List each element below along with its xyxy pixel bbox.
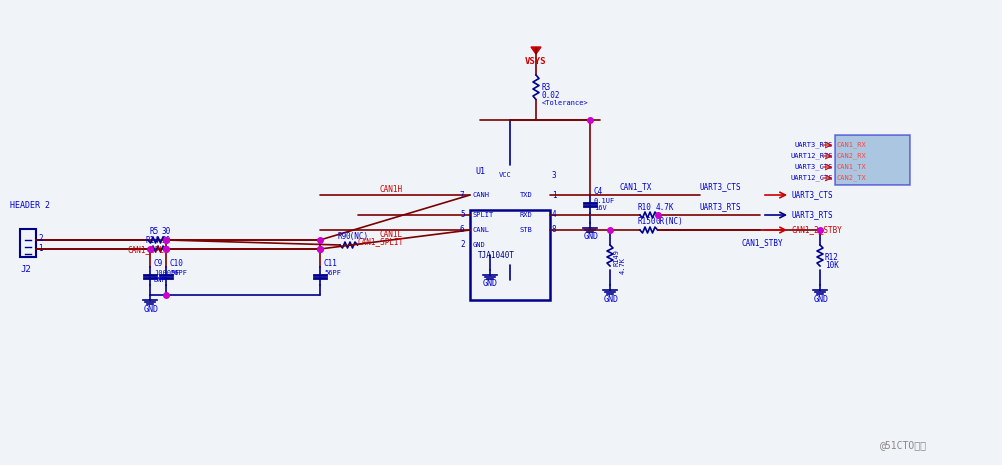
Text: R150: R150 <box>638 218 656 226</box>
Text: 1: 1 <box>38 245 43 253</box>
Bar <box>835 135 910 185</box>
Text: UART3_RTS: UART3_RTS <box>792 211 834 219</box>
Text: UART12_CTS: UART12_CTS <box>791 175 833 181</box>
Text: C4: C4 <box>594 186 603 195</box>
Text: CAN1_SPLIT: CAN1_SPLIT <box>358 238 404 246</box>
Text: R5: R5 <box>150 227 159 237</box>
Text: CAN1L: CAN1L <box>380 231 403 239</box>
Text: C11: C11 <box>324 259 338 267</box>
Text: <Tolerance>: <Tolerance> <box>542 100 589 106</box>
Text: VCC: VCC <box>499 172 511 178</box>
Text: 10K: 10K <box>825 261 839 271</box>
Text: U1: U1 <box>475 167 485 177</box>
Text: UART3_CTS: UART3_CTS <box>700 182 741 192</box>
Text: 2: 2 <box>460 240 465 250</box>
Text: @51CTO博客: @51CTO博客 <box>880 440 927 450</box>
Text: 56PF: 56PF <box>170 270 187 276</box>
Text: UART3_CTS: UART3_CTS <box>792 191 834 199</box>
Text: 5: 5 <box>460 211 465 219</box>
Text: DNP: DNP <box>154 277 166 283</box>
Text: 56PF: 56PF <box>324 270 341 276</box>
Text: UART12_RTS: UART12_RTS <box>791 153 833 159</box>
Text: 30: 30 <box>162 227 171 237</box>
Bar <box>20 229 36 257</box>
Text: 8: 8 <box>552 226 557 234</box>
Text: CAN1_SPLT: CAN1_SPLT <box>128 246 169 254</box>
Text: 0R(NC): 0R(NC) <box>656 218 683 226</box>
Text: 0(NC): 0(NC) <box>346 232 369 241</box>
Text: GND: GND <box>144 305 159 313</box>
Text: TJA1040T: TJA1040T <box>478 251 515 259</box>
Text: CAN1_STBY: CAN1_STBY <box>742 239 784 247</box>
Text: CAN1_2_STBY: CAN1_2_STBY <box>792 226 843 234</box>
Text: 2: 2 <box>38 234 43 244</box>
Text: 4.7K: 4.7K <box>656 202 674 212</box>
Text: VSYS: VSYS <box>525 57 547 66</box>
Text: 4: 4 <box>552 211 557 219</box>
Bar <box>470 210 550 300</box>
Text: CAN2_RX: CAN2_RX <box>837 153 867 159</box>
Text: STB: STB <box>520 227 533 233</box>
Text: 0.1UF: 0.1UF <box>594 198 615 204</box>
Text: GND: GND <box>483 279 498 288</box>
Text: 1: 1 <box>552 191 557 199</box>
Text: J2: J2 <box>20 266 31 274</box>
Text: RXD: RXD <box>520 212 533 218</box>
Text: CANL: CANL <box>473 227 490 233</box>
Text: R14: R14 <box>146 237 160 246</box>
Text: R9: R9 <box>338 232 348 241</box>
Text: TXD: TXD <box>520 192 533 198</box>
Text: 0.02: 0.02 <box>542 91 560 100</box>
Text: R12: R12 <box>825 253 839 263</box>
Polygon shape <box>531 47 541 54</box>
Text: 1000PF: 1000PF <box>154 270 179 276</box>
Text: 6: 6 <box>460 226 465 234</box>
Text: 16V: 16V <box>594 205 607 211</box>
Text: UART3_RTS: UART3_RTS <box>795 142 833 148</box>
Text: 7: 7 <box>460 191 465 199</box>
Text: GND: GND <box>584 232 599 241</box>
Text: UART3_CTS: UART3_CTS <box>795 164 833 170</box>
Text: UART3_RTS: UART3_RTS <box>700 202 741 212</box>
Text: R149: R149 <box>614 250 620 266</box>
Text: C10: C10 <box>170 259 184 267</box>
Text: GND: GND <box>473 242 486 248</box>
Text: 30: 30 <box>162 237 171 246</box>
Text: GND: GND <box>604 295 619 305</box>
Text: CAN1_RX: CAN1_RX <box>837 142 867 148</box>
Text: C9: C9 <box>154 259 163 267</box>
Text: HEADER 2: HEADER 2 <box>10 200 50 210</box>
Text: CAN1_TX: CAN1_TX <box>837 164 867 170</box>
Text: CAN2_TX: CAN2_TX <box>837 175 867 181</box>
Text: CAN1_TX: CAN1_TX <box>620 182 652 192</box>
Text: R3: R3 <box>542 82 551 92</box>
Text: CANH: CANH <box>473 192 490 198</box>
Text: SPLIT: SPLIT <box>473 212 494 218</box>
Text: CAN1H: CAN1H <box>380 186 403 194</box>
Text: GND: GND <box>814 295 829 305</box>
Text: R10: R10 <box>638 202 652 212</box>
Text: 4.7K: 4.7K <box>620 257 626 273</box>
Text: 3: 3 <box>552 171 557 179</box>
